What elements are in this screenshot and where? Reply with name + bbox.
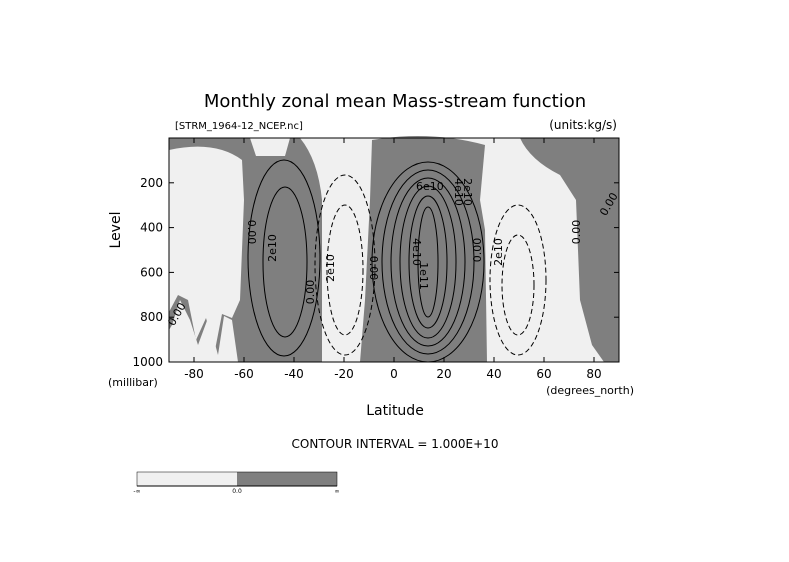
contour-label: 2e10 [324,254,337,282]
x-tick-label: -20 [334,367,354,381]
contour-line [390,177,466,347]
subtitle-left: [STRM_1964-12_NCEP.nc] [175,121,303,132]
contour-label: 0.00 [471,238,484,263]
colorbar-positive [237,472,337,486]
subtitle-right: (units:kg/s) [549,118,617,132]
contour-line [501,234,535,336]
colorbar-label: -∞ [133,488,140,495]
y-tick-label: 200 [140,176,163,190]
contour-line [489,204,547,356]
contour-line [408,195,448,329]
colorbar-negative [137,472,237,486]
contour-label: 2e10 [266,234,279,262]
contour-line [326,204,364,336]
contour-label: 6e10 [416,180,444,193]
contour-label: 4e10 [410,238,423,266]
contour-label: 0.00 [304,280,317,305]
contour-label: 4e10 [452,178,465,206]
footer: CONTOUR INTERVAL = 1.000E+10 [292,437,499,451]
colorbar-label: ∞ [335,488,340,495]
contour-label: 2e10 [492,238,505,266]
y-unit: (millibar) [108,376,158,389]
negative-region [169,146,244,350]
contour-line [314,174,376,356]
y-axis-label: Level [108,212,124,249]
contour-line [381,169,475,355]
contour-field: 0.00 2e10 0.00 2e10 0.00 4e10 6e10 1e11 … [165,136,621,363]
contour-line [262,186,308,338]
chart-title: Monthly zonal mean Mass-stream function [204,91,586,112]
contour-label: 1e11 [417,262,430,290]
x-tick-label: -80 [184,367,204,381]
colorbar-label: 0.0 [232,488,242,495]
positive-region [520,138,619,362]
y-tick-label: 400 [140,221,163,235]
y-tick-label: 800 [140,310,163,324]
x-tick-label: 20 [436,367,451,381]
x-tick-label: 60 [536,367,551,381]
positive-region [360,136,487,362]
contour-line [399,185,457,339]
x-tick-label: -60 [234,367,254,381]
contour-label: 0.00 [367,256,380,281]
x-tick-label: 40 [486,367,501,381]
contour-label: 2e10 [461,178,474,206]
contour-label: 0.00 [570,220,583,245]
x-tick-label: 80 [586,367,601,381]
y-tick-label: 600 [140,265,163,279]
x-unit: (degrees_north) [546,384,634,397]
x-axis-label: Latitude [366,403,424,419]
y-tick-label: 1000 [132,355,163,369]
contour-label: 0.00 [245,220,258,245]
contour-line [247,159,321,357]
contour-line [417,206,439,318]
x-tick-label: 0 [390,367,398,381]
colorbar: -∞ 0.0 ∞ [133,471,340,495]
x-tick-label: -40 [284,367,304,381]
